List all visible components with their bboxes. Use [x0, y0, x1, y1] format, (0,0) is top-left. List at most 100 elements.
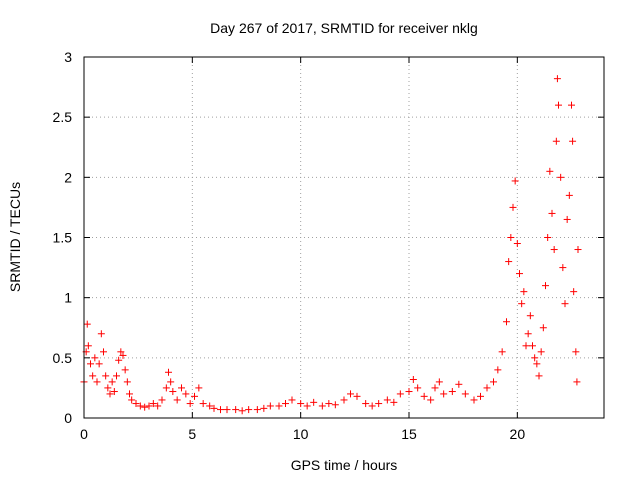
data-point [191, 392, 198, 400]
data-point [199, 400, 207, 408]
y-tick-label: 2.5 [53, 109, 73, 125]
data-point [288, 396, 296, 404]
data-point [427, 396, 435, 404]
data-point [375, 400, 383, 408]
data-point [113, 372, 120, 380]
data-point [182, 390, 190, 398]
data-point [531, 354, 539, 362]
data-point [303, 402, 311, 410]
data-point [544, 234, 552, 241]
data-point [477, 392, 484, 400]
data-point [574, 246, 582, 254]
data-point [557, 173, 565, 181]
data-point [297, 400, 305, 408]
data-point [552, 137, 560, 145]
data-point [89, 372, 97, 380]
data-point [409, 375, 417, 383]
data-point [561, 300, 569, 308]
data-point [539, 324, 547, 332]
data-point [569, 137, 577, 145]
data-point [448, 388, 456, 396]
data-point [253, 406, 261, 414]
data-point [548, 209, 556, 217]
grid [84, 57, 604, 418]
data-point [110, 388, 118, 396]
data-point [282, 400, 289, 408]
data-point [100, 348, 107, 356]
data-point [470, 396, 478, 404]
data-point [518, 300, 526, 308]
y-tick-label: 3 [64, 49, 72, 65]
data-point [260, 404, 268, 412]
data-point [87, 360, 94, 368]
data-point [542, 282, 549, 290]
data-point [106, 390, 114, 398]
data-point [550, 246, 558, 254]
data-point [310, 398, 318, 406]
data-point [553, 75, 561, 83]
data-point [126, 390, 133, 398]
data-point [223, 406, 231, 414]
data-point [93, 378, 101, 386]
data-point [440, 390, 448, 398]
data-point [154, 402, 162, 410]
data-point [368, 402, 376, 410]
data-point [498, 348, 506, 356]
data-point [516, 270, 523, 278]
data-point [568, 101, 575, 109]
x-axis-label: GPS time / hours [291, 457, 398, 473]
data-point [396, 390, 404, 398]
plot-frame [83, 56, 605, 419]
y-tick-label: 2 [64, 169, 72, 185]
data-point [390, 398, 398, 406]
data-point [520, 288, 528, 296]
data-point [275, 402, 283, 410]
data-point [546, 167, 554, 175]
data-point [503, 318, 510, 326]
data-point [559, 264, 567, 272]
data-point [123, 378, 131, 386]
data-point [102, 372, 110, 380]
data-point [490, 378, 497, 386]
x-tick-label: 15 [401, 426, 417, 442]
data-point [141, 403, 149, 411]
data-point [121, 366, 129, 374]
data-point [104, 384, 112, 392]
data-point [420, 392, 428, 400]
data-point [529, 342, 536, 350]
data-point [145, 402, 153, 410]
data-point [186, 400, 194, 408]
data-point [132, 400, 140, 408]
data-point [572, 348, 580, 356]
y-axis-label: SRMTID / TECUs [7, 182, 23, 292]
data-point [136, 402, 144, 410]
data-point [167, 378, 175, 386]
y-tick-label: 0 [64, 410, 72, 426]
data-point [533, 360, 541, 368]
data-point [483, 384, 491, 392]
data-point [245, 406, 253, 414]
data-point [414, 384, 422, 392]
data-point [331, 401, 339, 409]
data-point [178, 384, 185, 392]
chart-title: Day 267 of 2017, SRMTID for receiver nkl… [210, 20, 478, 36]
axis-ticks: 0 5 10 15 20 0 0.5 1 1.5 2 2.5 3 [53, 49, 604, 442]
data-point [95, 360, 103, 368]
data-point [84, 342, 92, 350]
data-point [347, 390, 354, 398]
data-point [325, 400, 333, 408]
data-point [513, 240, 521, 248]
data-point [563, 215, 571, 223]
data-point [509, 203, 517, 211]
data-point [158, 396, 166, 404]
data-point [461, 390, 469, 398]
x-tick-label: 20 [510, 426, 526, 442]
data-point [206, 402, 214, 410]
data-point [318, 402, 326, 410]
data-point [526, 312, 534, 320]
x-tick-label: 5 [188, 426, 196, 442]
data-point [149, 400, 157, 408]
x-tick-label: 0 [80, 426, 88, 442]
data-point [362, 400, 370, 408]
